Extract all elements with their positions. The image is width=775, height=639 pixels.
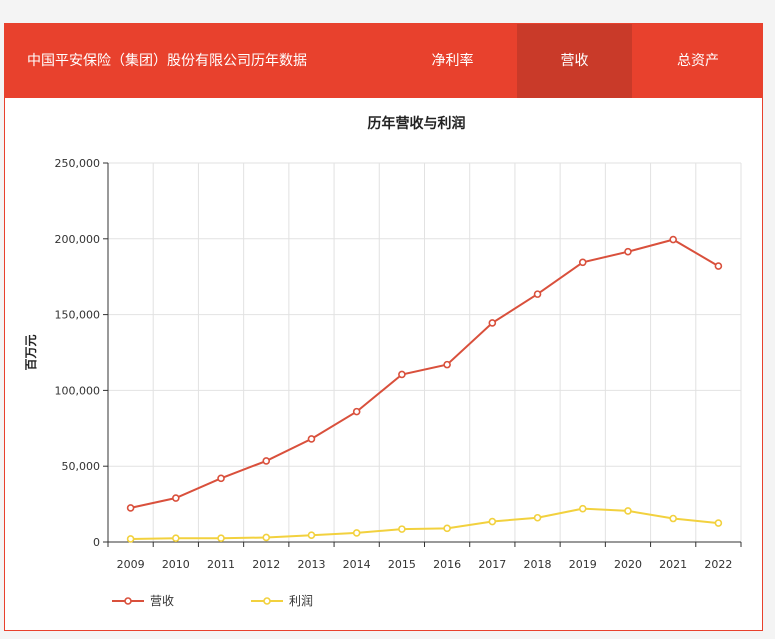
- data-point[interactable]: [126, 504, 135, 512]
- data-point[interactable]: [262, 457, 271, 465]
- x-tick-label: 2012: [252, 558, 280, 571]
- legend-marker[interactable]: [263, 597, 271, 605]
- data-point[interactable]: [443, 524, 451, 533]
- data-point[interactable]: [172, 534, 180, 543]
- x-tick-label: 2018: [524, 558, 552, 571]
- tab-net-margin[interactable]: 净利率: [431, 53, 474, 69]
- data-point[interactable]: [578, 504, 587, 513]
- x-tick-label: 2019: [569, 558, 597, 571]
- data-point[interactable]: [172, 494, 180, 502]
- data-point[interactable]: [714, 262, 723, 270]
- y-axis-label: 百万元: [24, 334, 38, 370]
- data-point[interactable]: [352, 407, 361, 416]
- x-tick-label: 2009: [117, 558, 145, 571]
- x-tick-label: 2022: [704, 558, 732, 571]
- data-point[interactable]: [624, 247, 632, 256]
- y-tick-label: 250,000: [55, 157, 101, 170]
- x-tick-label: 2020: [614, 558, 642, 571]
- x-tick-label: 2011: [207, 558, 235, 571]
- y-tick-label: 200,000: [55, 233, 101, 246]
- data-point[interactable]: [352, 529, 361, 537]
- line-chart: 0 50,000 100,000 150,000 200,000 250,000 2009 2…: [24, 115, 742, 608]
- data-point[interactable]: [217, 534, 225, 543]
- data-point[interactable]: [488, 517, 497, 526]
- data-point[interactable]: [307, 531, 316, 539]
- data-point[interactable]: [578, 258, 587, 267]
- series-line-profit: [130, 507, 719, 540]
- x-tick-label: 2013: [297, 558, 325, 571]
- data-point[interactable]: [533, 290, 542, 298]
- legend-label[interactable]: 利润: [289, 594, 313, 608]
- x-tick-label: 2017: [478, 558, 506, 571]
- header-bar: 中国平安保险（集团）股份有限公司历年数据 净利率 营收 总资产: [5, 24, 762, 98]
- y-tick-label: 50,000: [62, 460, 101, 473]
- data-point[interactable]: [488, 319, 497, 327]
- x-tick-label: 2010: [162, 558, 190, 571]
- page-title: 中国平安保险（集团）股份有限公司历年数据: [27, 53, 307, 69]
- data-point[interactable]: [669, 235, 677, 244]
- y-tick-label: 0: [93, 536, 100, 549]
- data-point[interactable]: [624, 507, 632, 515]
- data-point[interactable]: [443, 360, 451, 369]
- chart-title: 历年营收与利润: [368, 115, 466, 132]
- data-point[interactable]: [262, 533, 271, 542]
- data-point[interactable]: [307, 435, 316, 443]
- data-point[interactable]: [714, 519, 723, 527]
- series-line-revenue: [130, 238, 719, 509]
- x-tick-label: 2021: [659, 558, 687, 571]
- data-point[interactable]: [126, 535, 135, 543]
- legend-label[interactable]: 营收: [150, 594, 174, 608]
- data-point[interactable]: [398, 370, 406, 379]
- tab-revenue[interactable]: 营收: [517, 24, 632, 98]
- y-tick-label: 150,000: [55, 309, 101, 322]
- data-point[interactable]: [398, 525, 406, 533]
- data-point[interactable]: [217, 474, 225, 483]
- legend-marker[interactable]: [124, 597, 132, 605]
- x-tick-label: 2014: [343, 558, 371, 571]
- data-point[interactable]: [669, 514, 677, 523]
- data-point[interactable]: [533, 513, 542, 522]
- y-tick-label: 100,000: [55, 384, 101, 397]
- tab-total-assets[interactable]: 总资产: [677, 53, 719, 69]
- chart-panel: 中国平安保险（集团）股份有限公司历年数据 净利率 营收 总资产 0 50,000 1…: [4, 23, 763, 631]
- x-tick-label: 2016: [433, 558, 461, 571]
- x-tick-label: 2015: [388, 558, 416, 571]
